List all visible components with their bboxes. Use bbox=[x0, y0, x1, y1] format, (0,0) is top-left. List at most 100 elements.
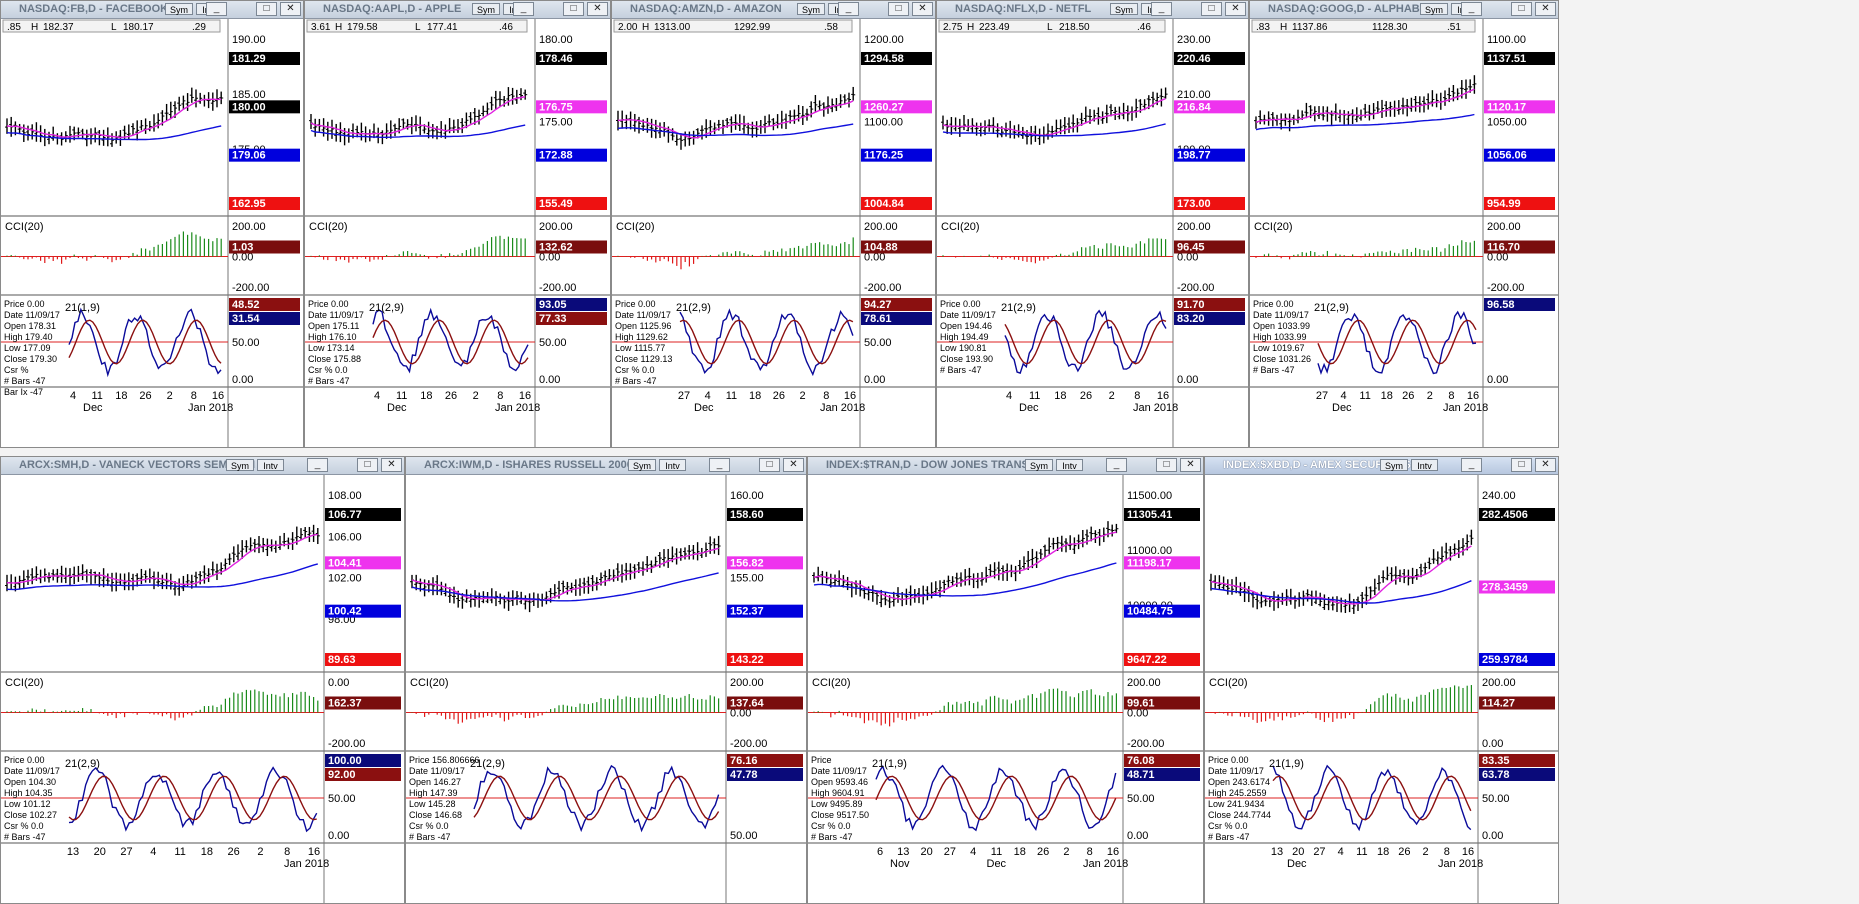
date-tick-label: 11 bbox=[91, 390, 102, 402]
minimize-button[interactable]: _ bbox=[307, 458, 328, 472]
minimize-button[interactable]: _ bbox=[1106, 458, 1127, 472]
chart-app-icon[interactable] bbox=[307, 3, 320, 34]
chart-window-5[interactable]: NASDAQ:GOOG,D - ALPHABETSymIntv_□✕.83H11… bbox=[1249, 0, 1559, 448]
chart-window-1[interactable]: NASDAQ:FB,D - FACEBOOKSymIntv_□✕.85H182.… bbox=[0, 0, 304, 448]
close-button[interactable]: ✕ bbox=[1535, 458, 1556, 472]
chart-canvas[interactable]: 2.00H1313.001292.99.581200.001100.001000… bbox=[612, 19, 935, 447]
chart-window-4[interactable]: NASDAQ:NFLX,D - NETFLSymIntv_□✕2.75H223.… bbox=[936, 0, 1249, 448]
cci-tag-text: 137.64 bbox=[730, 698, 765, 710]
chart-window-3[interactable]: NASDAQ:AMZN,D - AMAZONSymIntv_□✕2.00H131… bbox=[611, 0, 936, 448]
price-bars bbox=[410, 535, 721, 613]
minimize-button[interactable]: _ bbox=[206, 2, 227, 16]
chart-window-2[interactable]: NASDAQ:AAPL,D - APPLESymIntv_□✕3.61H179.… bbox=[304, 0, 611, 448]
price-tag-text: 216.84 bbox=[1177, 101, 1212, 113]
date-tick-label: 18 bbox=[1381, 390, 1393, 402]
restore-button[interactable]: □ bbox=[357, 458, 378, 472]
window-title-bar[interactable]: NASDAQ:NFLX,D - NETFLSymIntv_□✕ bbox=[937, 1, 1248, 34]
intv-button[interactable]: Intv bbox=[257, 459, 284, 471]
date-tick-label: 27 bbox=[944, 846, 956, 858]
close-button[interactable]: ✕ bbox=[280, 2, 301, 16]
osc-axis-label: 50.00 bbox=[1482, 793, 1510, 805]
ohlc-l_label: L bbox=[111, 22, 117, 33]
chart-window-8[interactable]: INDEX:$TRAN,D - DOW JONES TRANSPO Sym Intv… bbox=[807, 456, 1204, 904]
intv-button[interactable]: Intv bbox=[1411, 459, 1438, 471]
cci-axis-label: -200.00 bbox=[1177, 282, 1214, 294]
sym-button[interactable]: Sym bbox=[1420, 3, 1448, 15]
close-button[interactable]: ✕ bbox=[1535, 2, 1556, 16]
restore-button[interactable]: □ bbox=[1511, 458, 1532, 472]
sym-button[interactable]: Sym bbox=[472, 3, 500, 15]
chart-canvas[interactable]: 11500.0011000.0010000.009500.0011305.411… bbox=[808, 475, 1203, 903]
osc-tag-text: 93.05 bbox=[539, 299, 567, 311]
chart-window-6[interactable]: ARCX:SMH,D - VANECK VECTORS SEMICON Sym In… bbox=[0, 456, 405, 904]
chart-canvas[interactable]: .83H1137.861128.30.511100.001050.001000.… bbox=[1250, 19, 1558, 447]
close-button[interactable]: ✕ bbox=[912, 2, 933, 16]
price-tag bbox=[1484, 197, 1555, 210]
chart-window-7[interactable]: ARCX:IWM,D - ISHARES RUSSELL 2000 ET Sym I… bbox=[405, 456, 807, 904]
restore-button[interactable]: □ bbox=[1201, 2, 1222, 16]
sym-button[interactable]: Sym bbox=[1110, 3, 1138, 15]
restore-button[interactable]: □ bbox=[1156, 458, 1177, 472]
minimize-button[interactable]: _ bbox=[1461, 458, 1482, 472]
price-tag bbox=[1479, 653, 1555, 666]
chart-canvas[interactable]: 2.75H223.49L218.50.46230.00210.00190.001… bbox=[937, 19, 1248, 447]
close-button[interactable]: ✕ bbox=[783, 458, 804, 472]
sym-button[interactable]: Sym bbox=[226, 459, 254, 471]
close-button[interactable]: ✕ bbox=[1180, 458, 1201, 472]
minimize-button[interactable]: _ bbox=[1151, 2, 1172, 16]
osc-label: 21(2,9) bbox=[470, 758, 505, 770]
long-ma-line bbox=[310, 124, 526, 138]
sym-button[interactable]: Sym bbox=[1025, 459, 1053, 471]
date-tick-label: 26 bbox=[773, 390, 785, 402]
window-title-bar[interactable]: NASDAQ:AAPL,D - APPLESymIntv_□✕ bbox=[305, 1, 610, 34]
minimize-button[interactable]: _ bbox=[838, 2, 859, 16]
cci-histogram bbox=[617, 237, 854, 270]
chart-canvas[interactable]: 108.00106.00102.0098.0096.00106.77104.41… bbox=[1, 475, 404, 903]
info-readout-line: High 1129.62 bbox=[615, 332, 668, 342]
chart-app-icon[interactable] bbox=[614, 3, 627, 34]
chart-app-icon[interactable] bbox=[3, 459, 16, 490]
minimize-button[interactable]: _ bbox=[709, 458, 730, 472]
sym-button[interactable]: Sym bbox=[165, 3, 193, 15]
window-title-bar[interactable]: INDEX:$TRAN,D - DOW JONES TRANSPO Sym Intv… bbox=[808, 457, 1203, 490]
chart-app-icon[interactable] bbox=[408, 459, 421, 490]
chart-app-icon[interactable] bbox=[1252, 3, 1265, 34]
chart-app-icon[interactable] bbox=[810, 459, 823, 490]
sym-button[interactable]: Sym bbox=[628, 459, 656, 471]
window-title-bar[interactable]: NASDAQ:FB,D - FACEBOOKSymIntv_□✕ bbox=[1, 1, 303, 34]
close-button[interactable]: ✕ bbox=[587, 2, 608, 16]
price-tag-text: 1120.17 bbox=[1487, 101, 1526, 113]
restore-button[interactable]: □ bbox=[1511, 2, 1532, 16]
close-button[interactable]: ✕ bbox=[1225, 2, 1246, 16]
price-tag bbox=[229, 197, 300, 210]
window-title-bar[interactable]: NASDAQ:GOOG,D - ALPHABETSymIntv_□✕ bbox=[1250, 1, 1558, 34]
price-tag bbox=[1174, 52, 1245, 65]
chart-app-icon[interactable] bbox=[3, 3, 16, 34]
sym-button[interactable]: Sym bbox=[1380, 459, 1408, 471]
window-title-bar[interactable]: ARCX:SMH,D - VANECK VECTORS SEMICON Sym In… bbox=[1, 457, 404, 490]
window-title-bar[interactable]: INDEX:$XBD,D - AMEX SECURITIES BR Sym Intv… bbox=[1205, 457, 1558, 490]
date-tick-label: 2 bbox=[167, 390, 173, 402]
sym-button[interactable]: Sym bbox=[797, 3, 825, 15]
restore-button[interactable]: □ bbox=[256, 2, 277, 16]
chart-window-9[interactable]: INDEX:$XBD,D - AMEX SECURITIES BR Sym Intv… bbox=[1204, 456, 1559, 904]
price-axis-label: 1100.00 bbox=[1487, 34, 1526, 46]
minimize-button[interactable]: _ bbox=[1461, 2, 1482, 16]
minimize-button[interactable]: _ bbox=[513, 2, 534, 16]
chart-canvas[interactable]: 3.61H179.58L177.41.46180.00175.00170.001… bbox=[305, 19, 610, 447]
restore-button[interactable]: □ bbox=[759, 458, 780, 472]
window-title-bar[interactable]: ARCX:IWM,D - ISHARES RUSSELL 2000 ET Sym I… bbox=[406, 457, 806, 490]
restore-button[interactable]: □ bbox=[888, 2, 909, 16]
intv-button[interactable]: Intv bbox=[1056, 459, 1083, 471]
chart-canvas[interactable]: .85H182.37L180.17.29190.00185.00175.0017… bbox=[1, 19, 303, 447]
window-title-bar[interactable]: NASDAQ:AMZN,D - AMAZONSymIntv_□✕ bbox=[612, 1, 935, 34]
osc-tag bbox=[229, 298, 300, 311]
chart-canvas[interactable]: 160.00155.00150.00158.60156.82152.37143.… bbox=[406, 475, 806, 903]
intv-button[interactable]: Intv bbox=[659, 459, 686, 471]
price-tag-text: 11198.17 bbox=[1127, 557, 1172, 569]
chart-app-icon[interactable] bbox=[1207, 459, 1220, 490]
restore-button[interactable]: □ bbox=[563, 2, 584, 16]
chart-app-icon[interactable] bbox=[939, 3, 952, 34]
close-button[interactable]: ✕ bbox=[381, 458, 402, 472]
